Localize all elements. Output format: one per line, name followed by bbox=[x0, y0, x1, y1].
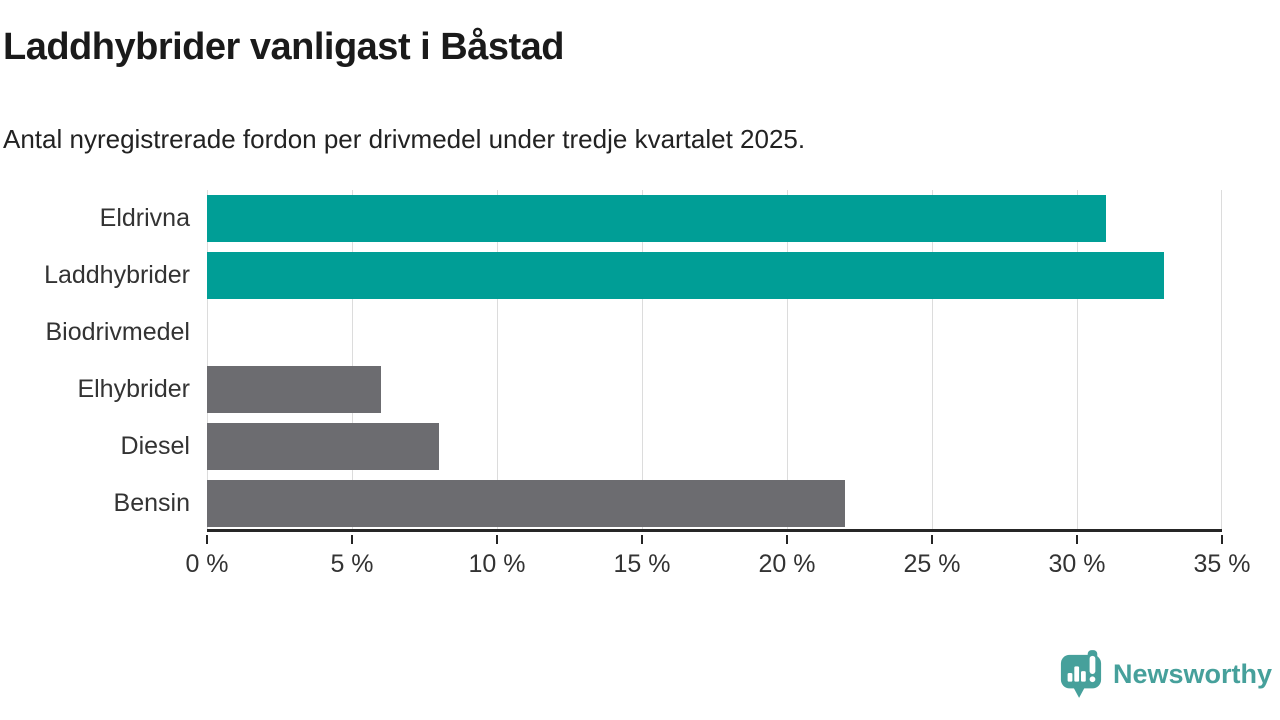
newsworthy-logo: Newsworthy bbox=[1059, 648, 1272, 700]
gridline bbox=[496, 190, 498, 529]
x-axis-tick bbox=[495, 535, 498, 544]
x-axis-tick-label: 35 % bbox=[1193, 550, 1251, 578]
bar-chart: 0 % 5 % 10 % 15 % 20 % 25 % 30 % 35 % Eldrivna L… bbox=[0, 190, 1250, 590]
category-label: Eldrivna bbox=[99, 204, 190, 232]
chart-subtitle: Antal nyregistrerade fordon per drivmede… bbox=[3, 124, 806, 154]
gridline bbox=[786, 190, 788, 529]
x-axis-tick-label: 15 % bbox=[613, 550, 671, 578]
x-axis-tick-label: 10 % bbox=[468, 550, 526, 578]
gridline bbox=[932, 190, 933, 529]
bar-track bbox=[207, 309, 1222, 356]
bar-rows: Eldrivna Laddhybrider Biodrivmedel Elhybrid… bbox=[0, 190, 1222, 532]
x-axis-tick-label: 0 % bbox=[185, 550, 229, 578]
bar-row: Elhybrider bbox=[0, 361, 1222, 418]
bar-diesel bbox=[207, 423, 439, 470]
bar-row: Laddhybrider bbox=[0, 247, 1222, 304]
x-axis-tick-label: 25 % bbox=[903, 550, 961, 578]
x-axis-tick bbox=[1076, 535, 1078, 544]
x-axis-tick bbox=[641, 535, 643, 544]
gridline bbox=[642, 190, 643, 529]
category-label: Bensin bbox=[113, 489, 190, 517]
x-axis-tick-label: 5 % bbox=[330, 550, 374, 578]
bar-track bbox=[207, 480, 1222, 527]
bar-row: Biodrivmedel bbox=[0, 304, 1222, 361]
gridline bbox=[1077, 190, 1078, 529]
bar-laddhybrider bbox=[207, 252, 1164, 299]
plot-area: 0 % 5 % 10 % 15 % 20 % 25 % 30 % 35 % bbox=[185, 190, 1250, 578]
category-label: Biodrivmedel bbox=[45, 318, 190, 346]
bar-row: Eldrivna bbox=[0, 190, 1222, 247]
gridline bbox=[351, 190, 353, 529]
x-axis-tick bbox=[931, 535, 933, 544]
x-axis-tick bbox=[1221, 535, 1223, 544]
x-axis-tick bbox=[785, 535, 788, 544]
bar-track bbox=[207, 252, 1222, 299]
x-axis-tick bbox=[206, 535, 208, 544]
bar-track bbox=[207, 423, 1222, 470]
bar-eldrivna bbox=[207, 195, 1106, 242]
category-label: Elhybrider bbox=[77, 375, 190, 403]
bar-row: Diesel bbox=[0, 418, 1222, 475]
gridline bbox=[1221, 190, 1222, 529]
bar-elhybrider bbox=[207, 366, 381, 413]
gridline bbox=[207, 190, 208, 529]
x-axis-tick-label: 20 % bbox=[758, 550, 816, 578]
bar-track bbox=[207, 195, 1222, 242]
bar-bensin bbox=[207, 480, 845, 527]
category-label: Laddhybrider bbox=[44, 261, 190, 289]
bar-track bbox=[207, 366, 1222, 413]
newsworthy-logo-text: Newsworthy bbox=[1112, 658, 1272, 689]
category-label: Diesel bbox=[120, 432, 190, 460]
x-axis-tick bbox=[350, 535, 353, 544]
newsworthy-logo-icon bbox=[1060, 650, 1102, 698]
x-axis-tick-label: 30 % bbox=[1048, 550, 1106, 578]
chart-title: Laddhybrider vanligast i Båstad bbox=[3, 26, 564, 68]
bar-row: Bensin bbox=[0, 475, 1222, 532]
